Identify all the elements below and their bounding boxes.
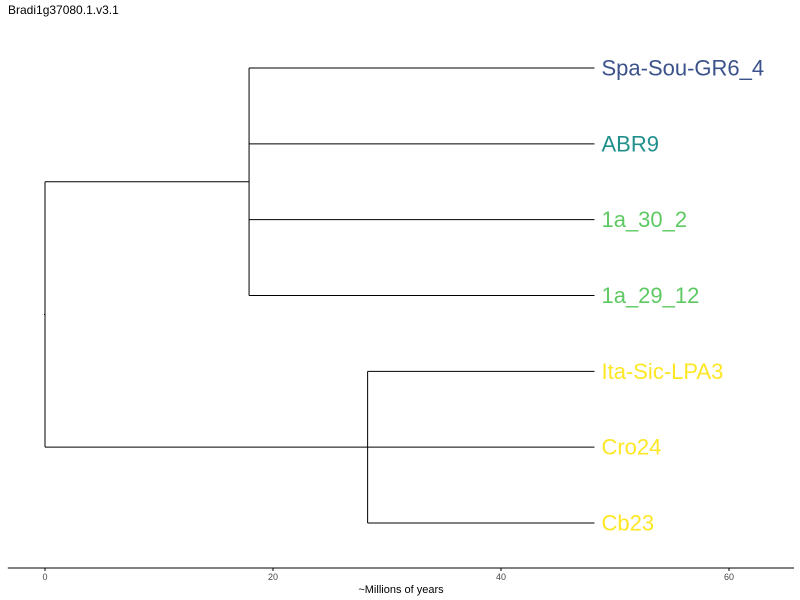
tip-label: 1a_30_2: [601, 207, 687, 232]
x-tick-label: 0: [42, 572, 47, 582]
tip-label: 1a_29_12: [601, 283, 699, 308]
tip-label: Cro24: [601, 435, 661, 460]
tip-label: Spa-Sou-GR6_4: [601, 56, 764, 81]
x-tick-label: 60: [724, 572, 734, 582]
x-tick-label: 20: [268, 572, 278, 582]
tip-label: Cb23: [601, 510, 654, 535]
tip-labels: Spa-Sou-GR6_4 ABR9 1a_30_2 1a_29_12 Ita-Sic-…: [601, 56, 764, 536]
x-axis-title: ~Millions of years: [358, 584, 444, 596]
x-tick-label: 40: [496, 572, 506, 582]
x-axis-ticks: 0 20 40 60: [42, 568, 734, 582]
tree-branches: [44, 67, 595, 524]
tip-label: ABR9: [601, 131, 658, 156]
tip-label: Ita-Sic-LPA3: [601, 359, 723, 384]
x-axis: 0 20 40 60 ~Millions of years: [7, 567, 794, 596]
page-title: Bradi1g37080.1.v3.1: [8, 3, 119, 17]
